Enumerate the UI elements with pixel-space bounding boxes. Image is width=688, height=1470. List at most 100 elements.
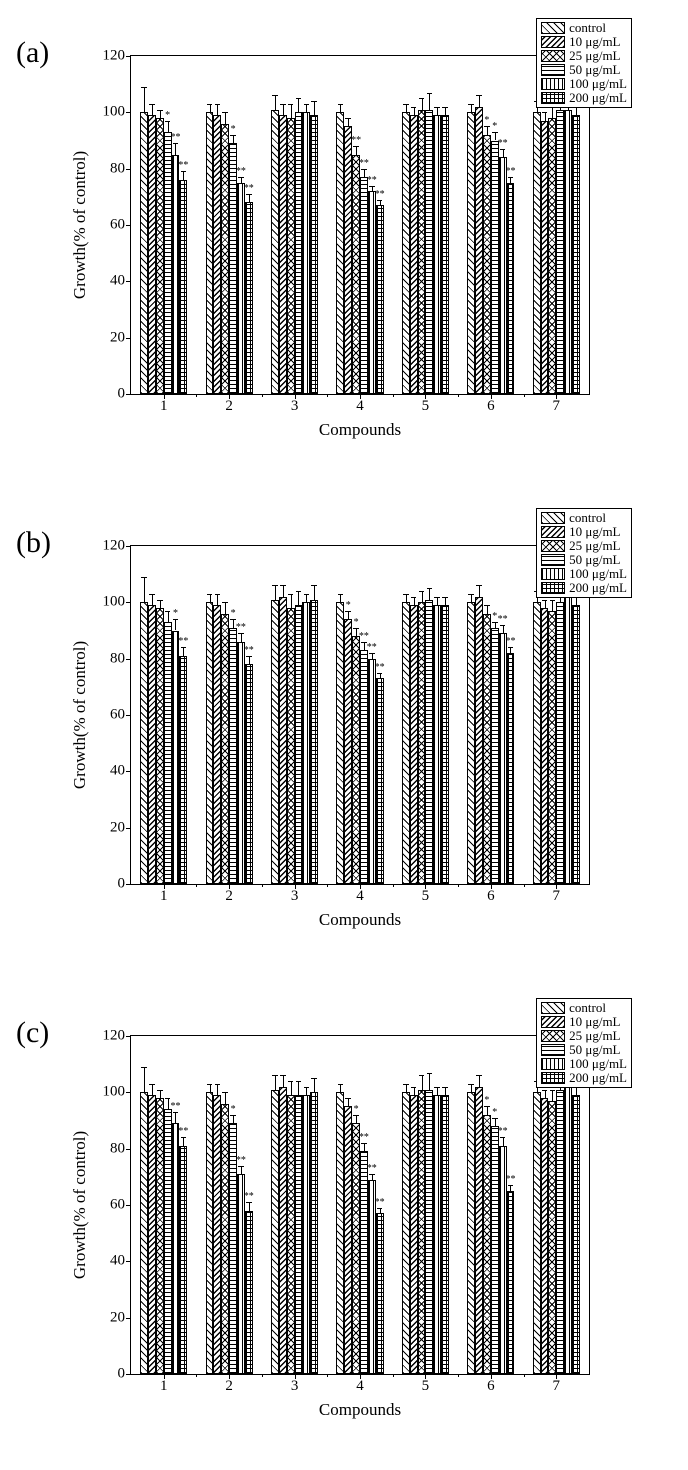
errorbar-cap bbox=[280, 104, 285, 105]
errorbar-cap bbox=[280, 585, 285, 586]
errorbar bbox=[348, 1098, 349, 1106]
errorbar-cap bbox=[492, 1118, 497, 1119]
bar-7-c100 bbox=[564, 110, 572, 394]
significance-marker: ** bbox=[498, 1126, 508, 1137]
bar-2-control bbox=[206, 1092, 214, 1374]
bar-1-c10 bbox=[148, 1095, 156, 1374]
errorbar-cap bbox=[246, 1202, 251, 1203]
bar-3-c25 bbox=[287, 1095, 295, 1374]
legend-item-control: control bbox=[541, 21, 627, 35]
bar-1-control bbox=[140, 602, 148, 884]
significance-marker: * bbox=[231, 608, 236, 619]
errorbar-cap bbox=[149, 1084, 154, 1085]
bar-4-c200 bbox=[376, 678, 384, 884]
bar-7-c200 bbox=[572, 115, 580, 394]
y-tick bbox=[126, 1205, 131, 1207]
errorbar-cap bbox=[157, 1090, 162, 1091]
bar-7-c100 bbox=[564, 597, 572, 884]
errorbar-cap bbox=[338, 594, 343, 595]
errorbar-cap bbox=[508, 177, 513, 178]
errorbar bbox=[406, 1084, 407, 1092]
bar-6-c10 bbox=[475, 597, 483, 884]
bar-7-control bbox=[533, 112, 541, 394]
bar-1-c10 bbox=[148, 605, 156, 884]
errorbar bbox=[183, 171, 184, 179]
bar-3-c10 bbox=[279, 597, 287, 884]
errorbar-cap bbox=[141, 1067, 146, 1068]
errorbar bbox=[445, 1087, 446, 1095]
bar-3-control bbox=[271, 110, 279, 394]
errorbar bbox=[306, 594, 307, 602]
y-tick-label: 100 bbox=[103, 594, 126, 611]
errorbar-cap bbox=[207, 104, 212, 105]
legend-swatch-control bbox=[541, 1002, 565, 1014]
x-tick bbox=[164, 1374, 165, 1379]
legend-item-c100: 100 μg/mL bbox=[541, 567, 627, 581]
errorbar bbox=[364, 642, 365, 650]
legend-label-c200: 200 μg/mL bbox=[569, 91, 627, 105]
errorbar-cap bbox=[419, 1075, 424, 1076]
y-axis-label-a: Growth(% of control) bbox=[70, 151, 90, 299]
errorbar-cap bbox=[238, 177, 243, 178]
panel-b: (b) control10 μg/mL25 μg/mL50 μg/mL100 μ… bbox=[0, 490, 688, 980]
errorbar bbox=[275, 1075, 276, 1089]
errorbar bbox=[160, 110, 161, 118]
bar-1-c100 bbox=[172, 1123, 180, 1374]
legend-item-c25: 25 μg/mL bbox=[541, 1029, 627, 1043]
significance-marker: * bbox=[231, 1104, 236, 1115]
errorbar-cap bbox=[500, 625, 505, 626]
errorbar-cap bbox=[296, 591, 301, 592]
errorbar-cap bbox=[230, 1115, 235, 1116]
x-tick-label: 6 bbox=[487, 888, 495, 905]
x-tick bbox=[491, 1374, 492, 1379]
x-axis-label-c: Compounds bbox=[319, 1400, 401, 1420]
bar-7-c50 bbox=[556, 110, 564, 394]
x-tick-minor bbox=[524, 1374, 525, 1377]
y-tick-label: 60 bbox=[110, 707, 125, 724]
errorbar-cap bbox=[304, 1087, 309, 1088]
errorbar bbox=[233, 135, 234, 143]
bar-1-c50 bbox=[164, 622, 172, 884]
errorbar-cap bbox=[338, 1084, 343, 1085]
y-tick bbox=[126, 715, 131, 717]
errorbar-cap bbox=[411, 107, 416, 108]
x-axis-label-a: Compounds bbox=[319, 420, 401, 440]
errorbar-cap bbox=[207, 594, 212, 595]
x-tick-label: 7 bbox=[553, 398, 561, 415]
errorbar bbox=[414, 597, 415, 605]
errorbar-cap bbox=[296, 1081, 301, 1082]
errorbar-cap bbox=[272, 585, 277, 586]
legend-item-c200: 200 μg/mL bbox=[541, 91, 627, 105]
errorbar-cap bbox=[222, 112, 227, 113]
x-tick-minor bbox=[393, 394, 394, 397]
legend-swatch-c10 bbox=[541, 526, 565, 538]
significance-marker: ** bbox=[178, 1126, 188, 1137]
x-tick bbox=[556, 884, 557, 889]
errorbar-cap bbox=[484, 605, 489, 606]
errorbar bbox=[233, 1115, 234, 1123]
errorbar-cap bbox=[304, 104, 309, 105]
bar-4-c10 bbox=[344, 619, 352, 884]
errorbar-cap bbox=[304, 594, 309, 595]
errorbar-cap bbox=[492, 132, 497, 133]
bar-3-c50 bbox=[295, 1095, 303, 1374]
legend-label-c10: 10 μg/mL bbox=[569, 35, 620, 49]
bar-5-c50 bbox=[425, 1090, 433, 1374]
errorbar bbox=[314, 585, 315, 599]
errorbar-cap bbox=[230, 135, 235, 136]
bar-7-c25 bbox=[548, 611, 556, 884]
y-tick bbox=[126, 394, 131, 396]
y-tick bbox=[126, 659, 131, 661]
errorbar bbox=[160, 600, 161, 608]
errorbar bbox=[314, 1078, 315, 1092]
errorbar bbox=[552, 600, 553, 611]
errorbar bbox=[406, 104, 407, 112]
y-axis-label-c: Growth(% of control) bbox=[70, 1131, 90, 1279]
errorbar-cap bbox=[149, 104, 154, 105]
errorbar bbox=[479, 95, 480, 106]
y-tick-label: 100 bbox=[103, 1084, 126, 1101]
errorbar-cap bbox=[246, 194, 251, 195]
errorbar bbox=[217, 594, 218, 605]
y-tick-label: 20 bbox=[110, 329, 125, 346]
bar-4-c10 bbox=[344, 126, 352, 394]
